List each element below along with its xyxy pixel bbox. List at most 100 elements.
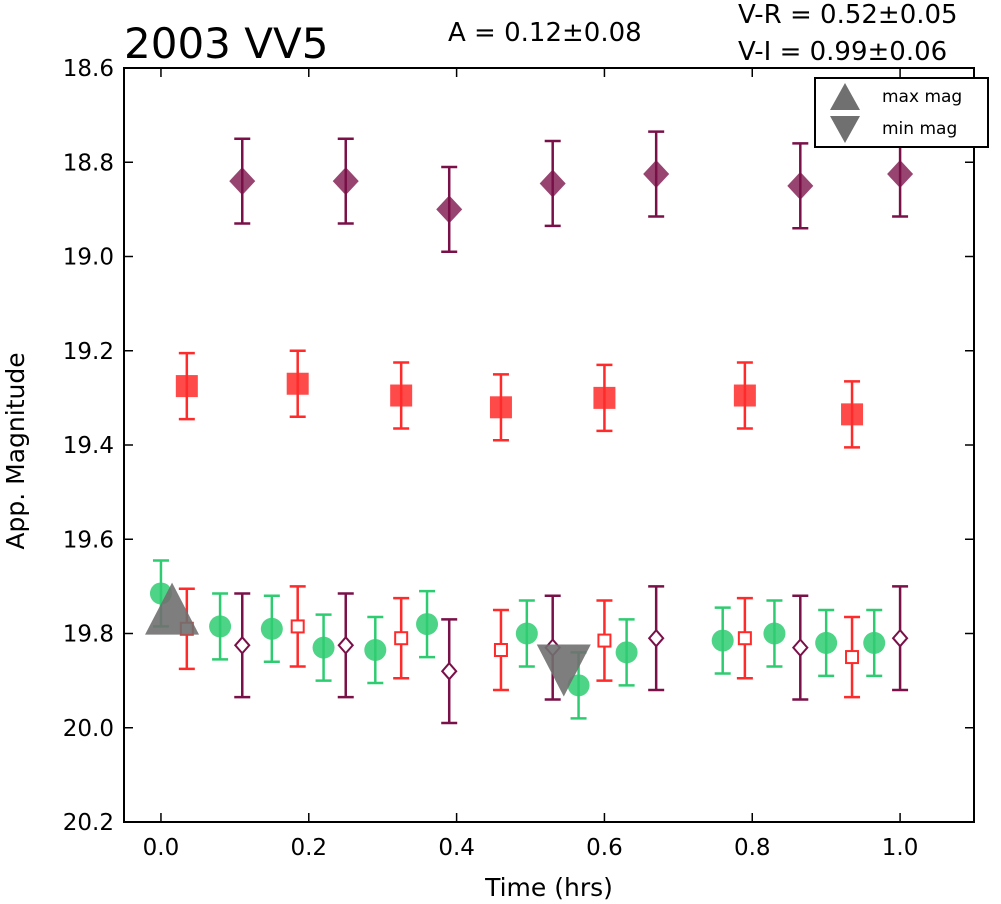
diamond-marker — [539, 169, 566, 198]
square-marker — [489, 396, 512, 419]
x-tick-label: 0.6 — [586, 835, 623, 861]
triangle-down-point — [536, 644, 591, 697]
circle-filled-point — [863, 608, 886, 678]
open-diamond-marker — [337, 635, 355, 655]
square-marker — [733, 384, 756, 407]
diamond-open-point — [233, 592, 251, 699]
y-tick-label: 18.6 — [63, 56, 114, 82]
open-diamond-marker — [440, 661, 458, 681]
diamond-open-point — [440, 618, 458, 725]
circle-filled-point — [515, 599, 538, 668]
legend-min-label: min mag — [882, 119, 957, 139]
circle-marker — [763, 622, 786, 645]
amplitude-annotation: A = 0.12±0.08 — [448, 18, 642, 48]
legend: max mag min mag — [814, 77, 989, 148]
diamond-marker — [436, 195, 463, 224]
open-square-marker — [597, 633, 612, 648]
diamond-filled-point — [332, 137, 359, 225]
x-axis-label: Time (hrs) — [484, 873, 613, 902]
circle-filled-point — [615, 618, 638, 687]
square-filled-point — [841, 380, 864, 449]
circle-marker — [815, 631, 838, 654]
diamond-filled-point — [229, 137, 256, 225]
v-minus-r-annotation: V-R = 0.52±0.05 — [738, 0, 958, 30]
square-filled-point — [593, 363, 616, 433]
open-square-marker — [845, 650, 860, 665]
min-mag-marker — [536, 644, 591, 697]
y-tick-label: 19.6 — [63, 527, 114, 553]
square-filled-point — [175, 351, 198, 421]
y-tick-label: 20.2 — [63, 810, 114, 836]
legend-max-label: max mag — [882, 87, 962, 107]
chart-title: 2003 VV5 — [124, 19, 328, 68]
circle-filled-point — [711, 606, 734, 675]
legend-min-marker — [830, 116, 860, 143]
open-diamond-marker — [233, 635, 251, 655]
square-marker — [841, 403, 864, 426]
diamond-filled-point — [643, 130, 670, 218]
circle-marker — [863, 631, 886, 654]
diamond-filled-point — [787, 142, 814, 230]
open-diamond-marker — [791, 638, 809, 658]
y-axis: 18.6 18.8 19.0 19.2 19.4 19.6 19.8 20.0 20.2 — [63, 56, 974, 836]
y-tick-label: 20.0 — [63, 716, 114, 742]
y-tick-label: 18.8 — [63, 150, 114, 176]
circle-marker — [364, 638, 387, 661]
open-square-marker — [737, 631, 752, 646]
diamond-filled-point — [539, 139, 566, 228]
square-open-point — [596, 599, 613, 682]
square-open-point — [844, 615, 861, 699]
square-open-point — [289, 585, 306, 668]
y-tick-label: 19.4 — [63, 433, 114, 459]
square-marker — [390, 384, 413, 407]
circle-marker — [209, 615, 232, 638]
square-open-point — [492, 608, 509, 692]
square-filled-point — [489, 373, 512, 442]
plot-area — [124, 68, 974, 822]
square-open-point — [736, 596, 753, 680]
legend-max-marker — [830, 83, 860, 110]
diamond-filled-point — [436, 165, 463, 254]
open-square-marker — [493, 642, 508, 657]
data-marks — [145, 130, 914, 725]
circle-filled-point — [260, 594, 283, 664]
circle-filled-point — [209, 592, 232, 661]
diamond-marker — [887, 160, 914, 189]
circle-marker — [711, 629, 734, 652]
x-tick-label: 0.0 — [143, 835, 180, 861]
y-tick-label: 19.8 — [63, 622, 114, 648]
circle-filled-point — [364, 615, 387, 685]
open-diamond-marker — [891, 628, 909, 648]
square-marker — [593, 386, 616, 409]
x-tick-label: 0.4 — [438, 835, 475, 861]
max-mag-marker — [145, 582, 200, 635]
diamond-marker — [643, 160, 670, 189]
x-tick-label: 0.2 — [290, 835, 327, 861]
y-tick-label: 19.2 — [63, 339, 114, 365]
square-filled-point — [733, 361, 756, 430]
circle-filled-point — [815, 608, 838, 678]
x-axis: 0.0 0.2 0.4 0.6 0.8 1.0 — [143, 68, 918, 861]
circle-filled-point — [416, 589, 439, 659]
v-minus-i-annotation: V-I = 0.99±0.06 — [738, 37, 947, 67]
diamond-marker — [787, 171, 814, 200]
square-marker — [286, 372, 309, 395]
y-tick-label: 19.0 — [63, 245, 114, 271]
circle-marker — [260, 617, 283, 640]
diamond-open-point — [647, 585, 665, 692]
diamond-marker — [229, 167, 256, 196]
open-square-marker — [290, 619, 305, 634]
open-diamond-marker — [647, 628, 665, 648]
diamond-open-point — [337, 592, 355, 699]
diamond-open-point — [891, 585, 909, 692]
square-marker — [175, 375, 198, 398]
circle-marker — [567, 674, 590, 697]
diamond-marker — [332, 167, 359, 196]
circle-marker — [312, 636, 335, 659]
circle-marker — [416, 613, 439, 636]
y-axis-label: App. Magnitude — [1, 352, 30, 549]
triangle-up-point — [145, 582, 200, 635]
diamond-open-point — [791, 594, 809, 701]
circle-marker — [615, 641, 638, 664]
